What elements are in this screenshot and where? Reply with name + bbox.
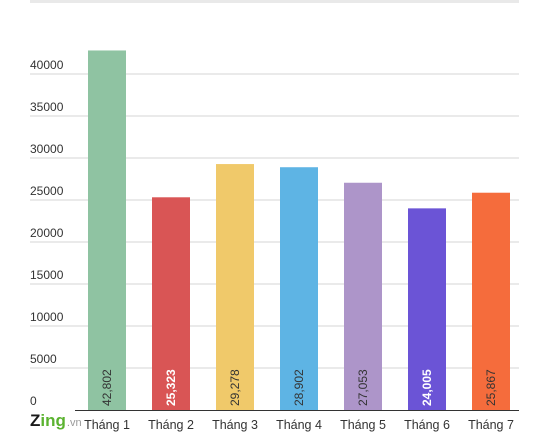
x-tick-label: Tháng 2 <box>148 418 194 432</box>
bar <box>88 50 126 411</box>
y-tick-label: 40000 <box>30 58 64 72</box>
bar <box>152 197 190 410</box>
x-tick-label: Tháng 4 <box>276 418 322 432</box>
bar <box>472 192 510 410</box>
x-tick-label: Tháng 6 <box>404 418 450 432</box>
bar <box>408 208 446 410</box>
logo-ing: ing <box>40 411 66 430</box>
y-tick-label: 20000 <box>30 226 64 240</box>
bar-value-label: 29,278 <box>228 369 242 406</box>
logo-z: Z <box>30 411 41 430</box>
x-tick-label: Tháng 1 <box>84 418 130 432</box>
bar-value-label: 25,867 <box>484 369 498 406</box>
x-tick-label: Tháng 7 <box>468 418 514 432</box>
bar <box>280 167 318 410</box>
y-tick-label: 30000 <box>30 142 64 156</box>
bar-value-label: 25,323 <box>164 369 178 406</box>
x-axis: Tháng 1 Tháng 2 Tháng 3 Tháng 4 Tháng 5 Tháng… <box>75 410 519 432</box>
bar-value-label: 27,053 <box>356 369 370 406</box>
bar-value-label: 28,902 <box>292 369 306 406</box>
y-tick-label: 35000 <box>30 100 64 114</box>
y-tick-label: 10000 <box>30 310 64 324</box>
bar-value-label: 24,005 <box>420 369 434 406</box>
y-tick-label: 5000 <box>30 352 57 366</box>
y-tick-label: 0 <box>30 394 37 408</box>
bar <box>344 182 382 410</box>
bar <box>216 164 254 410</box>
bars: 42,802 25,323 29,278 28,902 27,053 24,005 25,8… <box>88 50 510 411</box>
top-divider <box>30 0 519 3</box>
logo-vn: .vn <box>66 417 82 429</box>
y-tick-label: 25000 <box>30 184 64 198</box>
bar-value-label: 42,802 <box>100 369 114 406</box>
y-tick-label: 15000 <box>30 268 64 282</box>
x-tick-label: Tháng 5 <box>340 418 386 432</box>
y-axis: 0 5000 10000 15000 20000 25000 30000 35000 40000 <box>30 58 64 408</box>
zing-logo: Zing.vn <box>30 412 82 432</box>
x-tick-label: Tháng 3 <box>212 418 258 432</box>
